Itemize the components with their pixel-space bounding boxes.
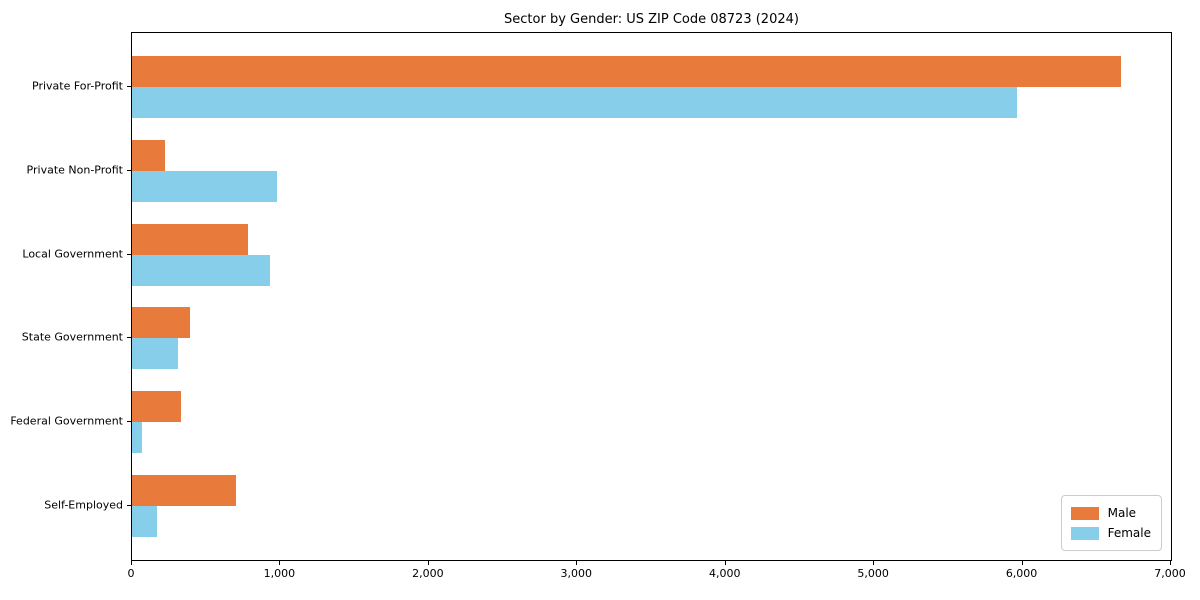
x-tick-mark xyxy=(1021,561,1023,565)
bar-male-self-employed xyxy=(132,475,236,507)
bar-male-local-government xyxy=(132,223,248,255)
legend-entry-male: Male xyxy=(1070,503,1151,523)
x-tick-label-5000: 5,000 xyxy=(857,567,889,580)
x-axis: 0 1,000 2,000 3,000 4,000 5,000 6,000 7,000 xyxy=(127,561,1186,591)
bar-male-private-non-profit xyxy=(132,139,165,171)
x-tick-mark xyxy=(427,561,429,565)
legend-entry-female: Female xyxy=(1070,523,1151,543)
x-tick-label-1000: 1,000 xyxy=(263,567,296,580)
plot-area: Male Female xyxy=(131,32,1172,561)
y-tick-label-local-government: Local Government xyxy=(22,247,123,261)
y-tick-label-private-non-profit: Private Non-Profit xyxy=(26,163,123,177)
y-tick-mark xyxy=(127,337,131,339)
x-tick-label-3000: 3,000 xyxy=(560,567,593,580)
female-swatch-icon xyxy=(1070,526,1099,540)
y-tick-label-state-government: State Government xyxy=(21,330,123,344)
bar-female-private-for-profit xyxy=(132,86,1017,118)
y-tick-mark xyxy=(127,253,131,255)
bar-female-local-government xyxy=(132,254,271,286)
x-tick-mark xyxy=(1170,561,1171,565)
y-tick-label-private-for-profit: Private For-Profit xyxy=(32,79,123,93)
bar-male-state-government xyxy=(132,307,190,339)
y-tick-mark xyxy=(127,505,131,507)
y-tick-label-self-employed: Self-Employed xyxy=(44,498,123,512)
x-tick-label-7000: 7,000 xyxy=(1154,567,1186,580)
y-axis: Private For-Profit Private Non-Profit Loca… xyxy=(0,32,131,561)
x-tick-label-6000: 6,000 xyxy=(1005,567,1038,580)
bar-female-state-government xyxy=(132,338,178,370)
chart-title: Sector by Gender: US ZIP Code 08723 (202… xyxy=(504,12,799,27)
x-tick-label-0: 0 xyxy=(127,567,135,580)
male-swatch-icon xyxy=(1070,506,1099,520)
y-tick-mark xyxy=(127,85,131,87)
bar-female-private-non-profit xyxy=(132,170,277,202)
bar-male-federal-government xyxy=(132,391,181,423)
x-tick-mark xyxy=(131,561,132,565)
legend: Male Female xyxy=(1060,495,1162,551)
x-tick-mark xyxy=(724,561,726,565)
x-tick-label-4000: 4,000 xyxy=(708,567,741,580)
bar-female-self-employed xyxy=(132,506,158,538)
x-tick-mark xyxy=(279,561,281,565)
y-tick-mark xyxy=(127,169,131,171)
bar-male-private-for-profit xyxy=(132,55,1121,87)
y-tick-mark xyxy=(127,421,131,423)
bar-female-federal-government xyxy=(132,422,143,454)
legend-label-female: Female xyxy=(1107,526,1151,540)
x-tick-label-2000: 2,000 xyxy=(412,567,444,580)
x-tick-mark xyxy=(576,561,578,565)
x-tick-mark xyxy=(873,561,875,565)
y-tick-label-federal-government: Federal Government xyxy=(10,414,123,428)
legend-label-male: Male xyxy=(1107,506,1137,520)
